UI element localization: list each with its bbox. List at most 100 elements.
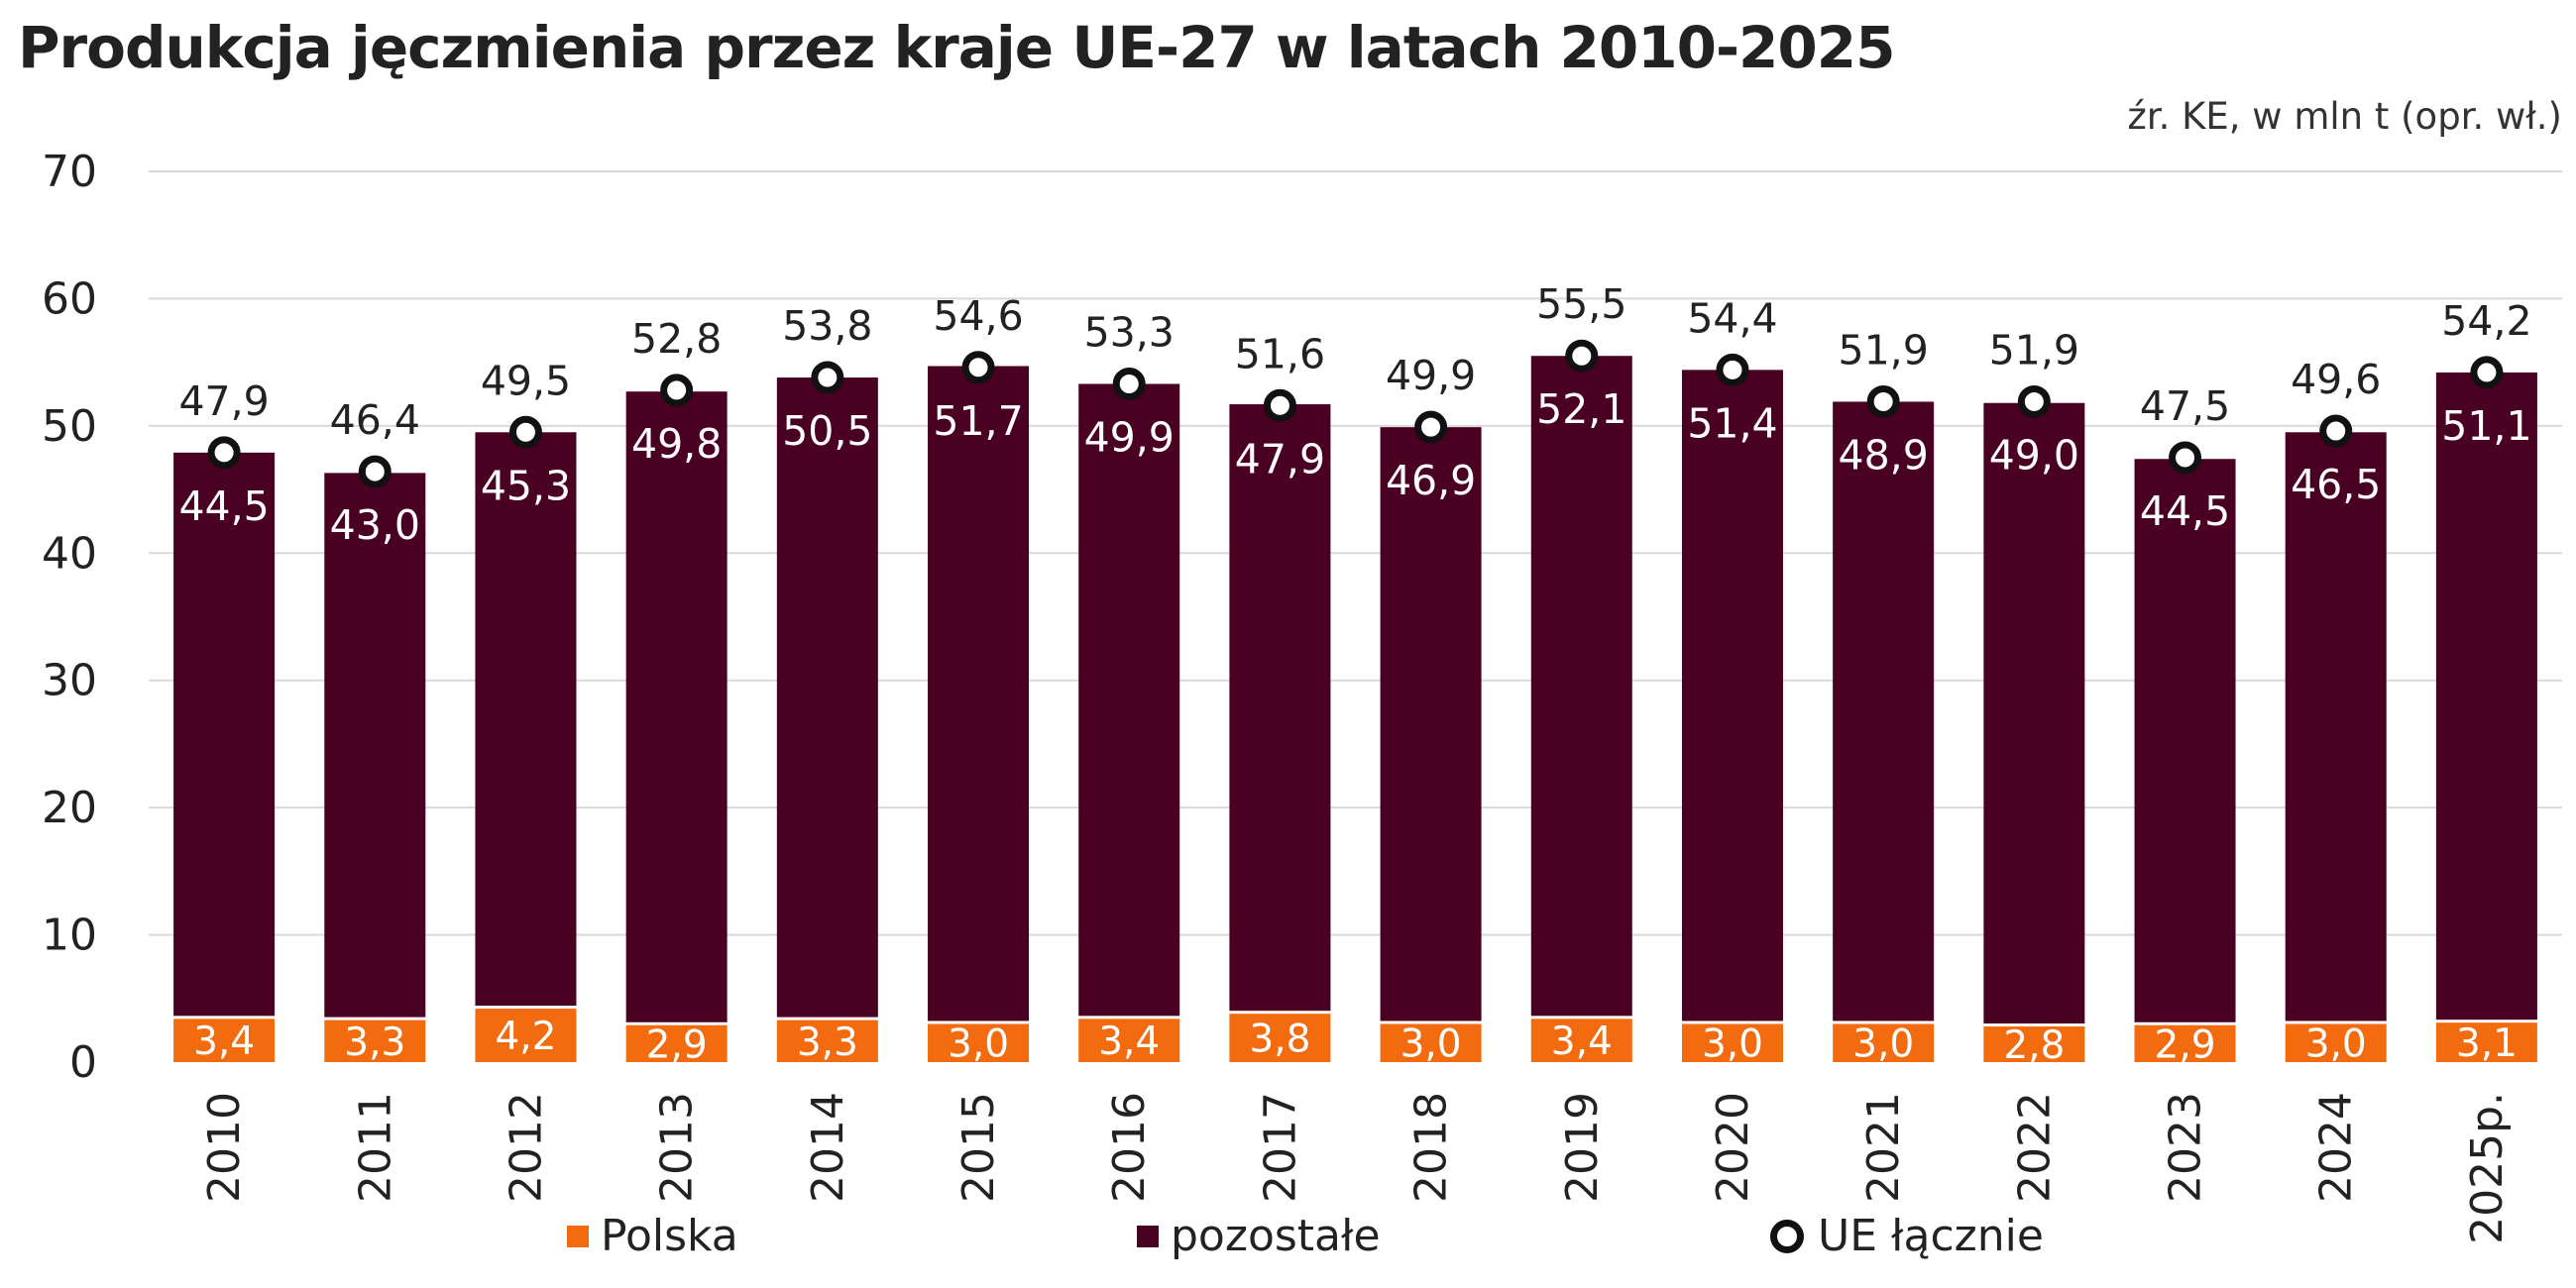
legend-swatch-polska bbox=[567, 1225, 589, 1247]
x-tick-label: 2020 bbox=[1708, 1092, 1758, 1203]
total-marker bbox=[1263, 388, 1296, 422]
x-tick-label: 2019 bbox=[1557, 1092, 1608, 1203]
bar-pozostale bbox=[928, 366, 1030, 1021]
bar-pozostale bbox=[173, 452, 276, 1017]
total-marker bbox=[1866, 384, 1900, 418]
bar-polska bbox=[2435, 1022, 2537, 1062]
data-label-pozostale: 52,1 bbox=[1536, 385, 1626, 433]
bar-pozostale bbox=[475, 432, 577, 1007]
legend-item-total: UE łącznie bbox=[1770, 1211, 2044, 1261]
data-label-total: 47,5 bbox=[2140, 382, 2230, 430]
data-label-total: 54,2 bbox=[2441, 297, 2531, 345]
data-label-pozostale: 51,1 bbox=[2441, 402, 2531, 450]
total-marker bbox=[961, 351, 995, 384]
legend-swatch-pozostale bbox=[1137, 1225, 1159, 1247]
x-tick-label: 2016 bbox=[1104, 1092, 1155, 1203]
total-markers bbox=[207, 339, 2504, 488]
bar-pozostale bbox=[1983, 402, 2085, 1024]
bar-pozostale bbox=[1681, 370, 1783, 1021]
bar-pozostale bbox=[625, 391, 728, 1022]
bar-polska bbox=[1833, 1023, 1935, 1062]
y-tick-label: 70 bbox=[42, 147, 97, 197]
x-tick-label: 2024 bbox=[2311, 1092, 2362, 1203]
x-tick-label: 2011 bbox=[350, 1092, 400, 1203]
y-tick-label: 30 bbox=[42, 656, 97, 706]
data-label-total: 51,9 bbox=[1839, 326, 1929, 374]
data-label-polska: 3,3 bbox=[344, 1020, 405, 1065]
total-marker bbox=[1716, 353, 1749, 386]
bar-polska bbox=[2285, 1023, 2387, 1062]
data-label-pozostale: 50,5 bbox=[782, 407, 872, 455]
data-label-total: 49,6 bbox=[2291, 356, 2381, 403]
bar-polska bbox=[173, 1019, 276, 1062]
total-marker bbox=[1112, 367, 1146, 400]
data-label-pozostale: 44,5 bbox=[2140, 487, 2230, 535]
data-label-total: 52,8 bbox=[631, 315, 722, 363]
total-marker bbox=[811, 361, 844, 394]
bar-polska bbox=[928, 1023, 1030, 1062]
data-label-pozostale: 48,9 bbox=[1839, 431, 1929, 479]
data-label-polska: 3,0 bbox=[948, 1022, 1009, 1067]
bar-pozostale bbox=[2285, 432, 2387, 1021]
data-label-total: 54,6 bbox=[933, 292, 1023, 340]
total-marker bbox=[2470, 356, 2504, 389]
bar-pozostale bbox=[1833, 401, 1935, 1021]
bar-pozostale bbox=[1078, 383, 1180, 1017]
data-label-pozostale: 47,9 bbox=[1235, 435, 1325, 483]
data-label-pozostale: 46,9 bbox=[1386, 457, 1476, 504]
data-label-pozostale: 45,3 bbox=[481, 462, 571, 509]
bars bbox=[173, 356, 2537, 1062]
legend-item-polska: Polska bbox=[567, 1211, 738, 1261]
x-tick-label: 2025p. bbox=[2462, 1092, 2513, 1244]
total-marker bbox=[1565, 339, 1599, 373]
x-axis-ticks: 2010 2011 2012 2013 2014 2015 2016 2017 2018 2019… bbox=[199, 1092, 2513, 1244]
total-marker bbox=[660, 374, 694, 407]
data-label-pozostale: 46,5 bbox=[2291, 461, 2381, 508]
data-labels: 3,4 44,5 47,9 3,3 43,0 46,4 4,2 45,3 49,5 2,9 49,8… bbox=[178, 280, 2531, 1068]
data-label-pozostale: 51,7 bbox=[933, 397, 1023, 445]
bar-polska bbox=[1530, 1019, 1632, 1062]
data-label-polska: 2,9 bbox=[2155, 1022, 2216, 1067]
legend-label-pozostale: pozostałe bbox=[1171, 1211, 1381, 1261]
total-marker bbox=[358, 455, 392, 488]
source-note: źr. KE, w mln t (opr. wł.) bbox=[2127, 95, 2562, 138]
data-label-polska: 3,0 bbox=[1852, 1022, 1914, 1067]
bar-polska bbox=[1380, 1023, 1482, 1062]
data-label-total: 49,5 bbox=[481, 357, 571, 404]
bar-polska bbox=[324, 1020, 426, 1062]
x-tick-label: 2022 bbox=[2009, 1092, 2060, 1203]
data-label-polska: 2,8 bbox=[2003, 1023, 2065, 1068]
data-label-pozostale: 49,0 bbox=[1989, 431, 2079, 479]
bar-polska bbox=[1229, 1014, 1331, 1062]
bar-polska bbox=[2134, 1024, 2236, 1062]
y-tick-label: 60 bbox=[42, 273, 97, 324]
data-label-polska: 3,1 bbox=[2456, 1021, 2518, 1066]
data-label-polska: 3,3 bbox=[797, 1020, 858, 1065]
data-label-total: 49,9 bbox=[1386, 352, 1476, 399]
x-tick-label: 2015 bbox=[953, 1092, 1004, 1203]
legend-label-total: UE łącznie bbox=[1818, 1211, 2044, 1261]
bar-polska bbox=[1681, 1023, 1783, 1062]
bar-polska bbox=[1983, 1026, 2085, 1062]
x-tick-label: 2013 bbox=[652, 1092, 703, 1203]
data-label-total: 47,9 bbox=[178, 377, 269, 425]
chart-title: Produkcja jęczmienia przez kraje UE-27 w… bbox=[18, 14, 1895, 81]
bar-pozostale bbox=[324, 473, 426, 1018]
total-marker bbox=[2169, 441, 2202, 475]
data-label-polska: 3,0 bbox=[1400, 1022, 1462, 1067]
data-label-polska: 3,8 bbox=[1249, 1018, 1310, 1062]
data-label-total: 53,3 bbox=[1084, 308, 1175, 356]
total-marker bbox=[207, 436, 241, 470]
total-marker bbox=[1414, 410, 1448, 444]
total-marker bbox=[2319, 414, 2353, 448]
bar-polska bbox=[625, 1024, 728, 1062]
legend-label-polska: Polska bbox=[601, 1211, 738, 1261]
bar-pozostale bbox=[1530, 356, 1632, 1017]
data-label-total: 55,5 bbox=[1536, 280, 1626, 328]
x-tick-label: 2014 bbox=[803, 1092, 853, 1203]
bar-polska bbox=[1078, 1019, 1180, 1062]
y-tick-label: 40 bbox=[42, 528, 97, 579]
y-tick-label: 10 bbox=[42, 911, 97, 961]
x-tick-label: 2018 bbox=[1406, 1092, 1457, 1203]
